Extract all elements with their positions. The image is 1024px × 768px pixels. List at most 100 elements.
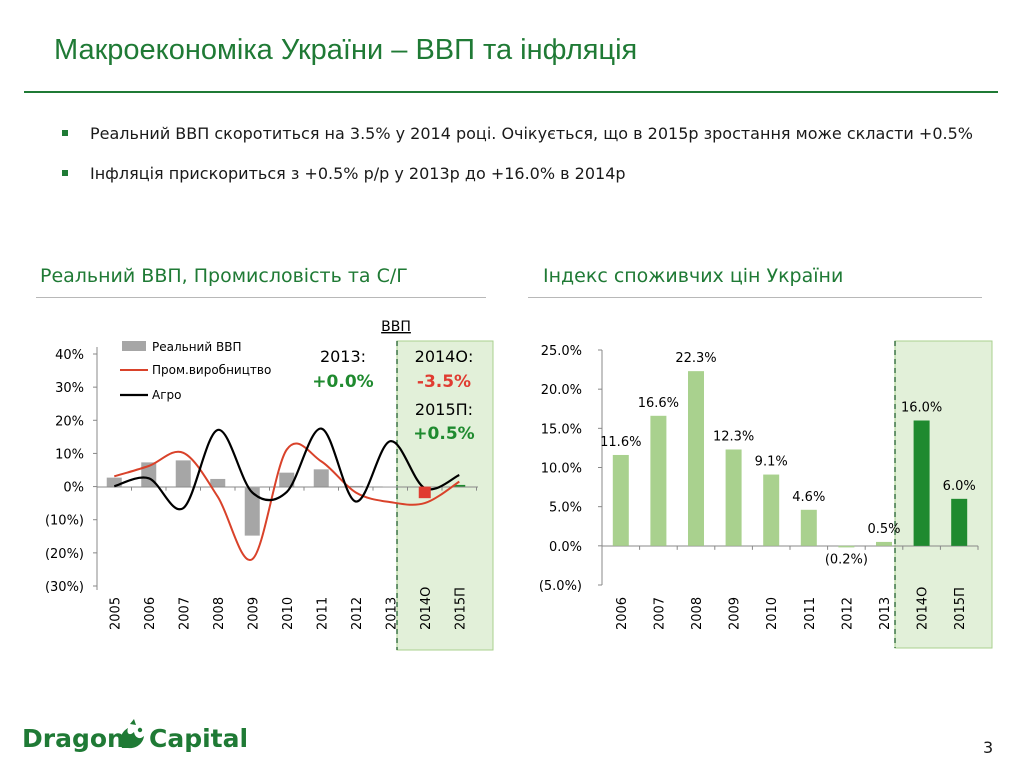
gdp-y-tick-label: 0% — [63, 481, 84, 496]
page-title: Макроекономіка України – ВВП та інфляція — [54, 34, 638, 66]
gdp-bar — [244, 486, 260, 536]
industry-line — [113, 442, 460, 561]
gdp-x-label: 2010 — [281, 597, 296, 630]
gdp-2015-bar — [453, 484, 466, 487]
cpi-bar — [800, 509, 817, 546]
right-chart-rule — [528, 297, 982, 298]
gdp-bar — [106, 477, 122, 487]
gdp-bar — [279, 472, 295, 487]
dragon-capital-logo: Dragon Capital — [22, 719, 248, 753]
cpi-x-label: 2007 — [652, 597, 667, 630]
cpi-data-label: 16.0% — [901, 401, 942, 416]
gdp-bar — [175, 460, 191, 487]
cpi-y-tick-label: 15.0% — [541, 422, 582, 437]
bullet-marker — [62, 130, 68, 136]
cpi-data-label: 16.6% — [638, 396, 679, 411]
cpi-data-label: (0.2%) — [825, 552, 868, 567]
note-2014-value: -3.5% — [417, 372, 471, 392]
cpi-data-label: 6.0% — [943, 479, 976, 494]
cpi-y-tick-label: 10.0% — [541, 462, 582, 477]
cpi-data-label: 22.3% — [675, 351, 716, 366]
cpi-chart: 25.0% 20.0% 15.0% 10.0% 5.0% 0.0% (5.0%) 11.6%… — [539, 340, 993, 649]
gdp-y-tick-label: (10%) — [45, 514, 84, 529]
gdp-x-label: 2005 — [108, 597, 123, 630]
cpi-x-label: 2006 — [615, 597, 630, 630]
logo-text-left: Dragon — [22, 724, 125, 753]
gdp-x-label: 2007 — [177, 597, 192, 630]
gdp-chart: 40% 30% 20% 10% 0% (10%) (20%) (30%) 2005 2006 20… — [45, 319, 494, 651]
cpi-bar — [763, 474, 780, 546]
gdp-x-label: 2006 — [143, 597, 158, 630]
gdp-notes-title: ВВП — [381, 319, 411, 335]
cpi-data-label: 11.6% — [600, 435, 641, 450]
cpi-x-label: 2011 — [803, 597, 818, 630]
cpi-x-label: 2014О — [916, 587, 931, 630]
cpi-x-label: 2010 — [765, 597, 780, 630]
legend-agro-label: Агро — [152, 388, 181, 402]
cpi-y-tick-label: 25.0% — [541, 344, 582, 359]
cpi-x-label: 2015П — [953, 587, 968, 630]
gdp-x-label: 2012 — [350, 597, 365, 630]
cpi-data-label: 12.3% — [713, 429, 754, 444]
title-rule — [24, 91, 998, 93]
gdp-y-tick-label: 20% — [55, 414, 84, 429]
cpi-bar — [650, 415, 667, 546]
bullet-item-inflation: Інфляція прискориться з +0.5% р/р у 2013… — [60, 160, 980, 187]
gdp-forecast-band — [396, 340, 494, 651]
note-2014-label: 2014О: — [415, 347, 474, 366]
logo-text-right: Capital — [149, 724, 248, 753]
gdp-y-tick-label: 40% — [55, 348, 84, 363]
gdp-x-label: 2013 — [384, 597, 399, 630]
cpi-data-label: 0.5% — [867, 522, 900, 537]
left-chart-subtitle: Реальний ВВП, Промисловість та С/Г — [40, 265, 408, 287]
agro-line — [113, 427, 460, 511]
gdp-x-label: 2008 — [212, 597, 227, 630]
note-2013-label: 2013: — [320, 347, 366, 366]
bullet-list: Реальний ВВП скоротиться на 3.5% у 2014 … — [60, 120, 980, 200]
bullet-item-gdp: Реальний ВВП скоротиться на 3.5% у 2014 … — [60, 120, 980, 147]
gdp-2014-marker — [418, 486, 431, 499]
left-chart-rule — [36, 297, 486, 298]
cpi-bar — [913, 420, 930, 546]
note-2015-value: +0.5% — [413, 424, 474, 444]
cpi-bar — [951, 498, 968, 546]
bullet-marker — [62, 170, 68, 176]
cpi-data-label: 4.6% — [792, 490, 825, 505]
legend-gdp-label: Реальний ВВП — [152, 340, 241, 354]
gdp-x-label: 2015П — [453, 587, 468, 630]
bullet-text: Інфляція прискориться з +0.5% р/р у 2013… — [90, 164, 626, 183]
cpi-x-label: 2013 — [878, 597, 893, 630]
cpi-y-tick-label: 20.0% — [541, 383, 582, 398]
cpi-bar — [725, 449, 742, 546]
gdp-bar — [313, 469, 329, 487]
gdp-y-tick-label: 30% — [55, 381, 84, 396]
cpi-bar — [688, 371, 704, 546]
cpi-bar — [612, 454, 629, 546]
dragon-icon — [120, 719, 144, 749]
gdp-x-label: 2011 — [315, 597, 330, 630]
note-2013-value: +0.0% — [312, 372, 373, 392]
cpi-forecast-band — [894, 340, 993, 649]
cpi-bar — [876, 541, 892, 546]
cpi-y-tick-label: (5.0%) — [539, 579, 582, 594]
right-chart-subtitle: Індекс споживчих цін України — [543, 265, 844, 287]
gdp-bar — [348, 485, 364, 487]
gdp-y-tick-label: (30%) — [45, 580, 84, 595]
bullet-text: Реальний ВВП скоротиться на 3.5% у 2014 … — [90, 124, 973, 143]
gdp-y-tick-label: (20%) — [45, 547, 84, 562]
page-number: 3 — [983, 738, 994, 757]
gdp-bar — [382, 486, 398, 488]
cpi-y-tick-label: 5.0% — [549, 501, 582, 516]
gdp-y-tick-label: 10% — [55, 447, 84, 462]
cpi-data-label: 9.1% — [755, 455, 788, 470]
cpi-y-tick-label: 0.0% — [549, 540, 582, 555]
gdp-x-label: 2009 — [246, 597, 261, 630]
gdp-bar — [210, 478, 226, 487]
gdp-x-label: 2014О — [419, 587, 434, 630]
cpi-x-label: 2008 — [690, 597, 705, 630]
note-2015-label: 2015П: — [415, 400, 473, 419]
legend-gdp-swatch — [122, 341, 146, 351]
cpi-x-label: 2012 — [840, 597, 855, 630]
cpi-bar — [838, 545, 855, 548]
